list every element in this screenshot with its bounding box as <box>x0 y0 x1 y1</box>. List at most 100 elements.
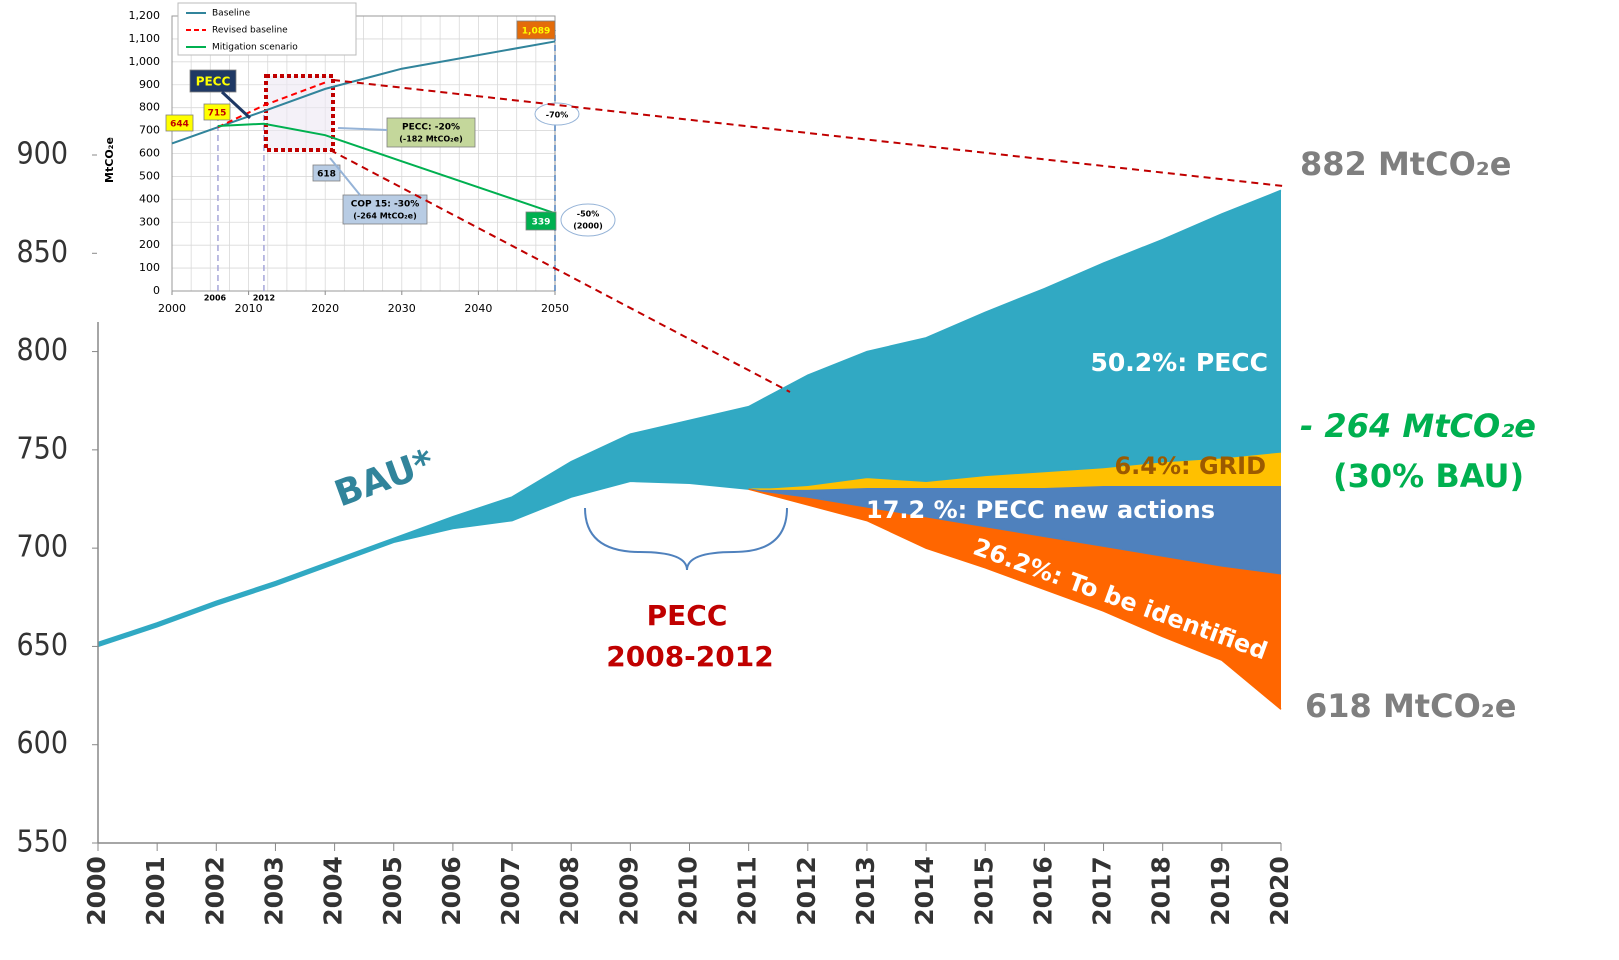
series-line <box>748 484 1281 490</box>
annotation-box <box>189 69 237 93</box>
annotation-ellipse <box>534 102 580 126</box>
series-line <box>97 451 1282 648</box>
zoom-line <box>332 79 1284 187</box>
y-tick-label: 800 <box>139 101 160 114</box>
y-tick-label: 500 <box>139 169 160 182</box>
annotation-ellipse <box>560 203 616 237</box>
decorations <box>584 507 788 571</box>
annotation: PECC <box>196 75 231 89</box>
annotation-box <box>203 103 231 121</box>
annotation: (-264 MtCO₂e) <box>353 212 417 221</box>
x-tick-label: 2017 <box>1088 856 1117 926</box>
y-tick-label: 400 <box>139 192 160 205</box>
series-line <box>748 488 1282 575</box>
x-tick-label: 2009 <box>614 856 643 926</box>
inset-chart: 0 100 200 300 400 500 600 700 800 900 1,000 1,100 1,… <box>97 0 616 322</box>
annotation-box <box>342 194 428 225</box>
band <box>748 451 1281 490</box>
zoom-line <box>329 149 791 393</box>
y-axis-label: MtCO₂e <box>103 137 116 183</box>
band-label: 17.2 %: PECC new actions <box>866 496 1215 524</box>
y-tick-label: 1,100 <box>129 32 161 45</box>
y-tick-label: 750 <box>16 431 68 466</box>
x-tick-label: 2012 <box>792 856 821 926</box>
x-tick-label: 2040 <box>464 302 492 315</box>
x-tick-label: 2001 <box>141 856 170 926</box>
band <box>748 489 1281 710</box>
band <box>98 190 1281 647</box>
annotation: 1,089 <box>522 27 550 37</box>
annotation: 2012 <box>253 294 275 303</box>
band-label: 6.4%: GRID <box>1114 452 1266 480</box>
x-tick-label: 2003 <box>259 856 288 926</box>
x-tick-label: 2020 <box>1265 856 1294 926</box>
y-tick-label: 600 <box>139 147 160 160</box>
annotation: 618 <box>317 170 336 180</box>
annotation: 882 MtCO₂e <box>1300 145 1511 183</box>
annotation-box <box>312 164 341 182</box>
series-line <box>748 488 1282 710</box>
annotation: (-182 MtCO₂e) <box>399 135 463 144</box>
y-tick-label: 200 <box>139 238 160 251</box>
x-tick-label: 2014 <box>910 856 939 926</box>
x-tick-label: 2000 <box>82 856 111 926</box>
x-tick-label: 2010 <box>674 856 703 926</box>
x-tick-label: 2004 <box>319 856 348 926</box>
legend-label: Baseline <box>212 9 251 19</box>
annotation: 618 MtCO₂e <box>1305 687 1516 725</box>
annotation-box <box>165 114 194 132</box>
x-tick-label: 2010 <box>235 302 263 315</box>
pointer <box>337 127 388 131</box>
x-tick-label: 2000 <box>158 302 186 315</box>
y-tick-label: 700 <box>16 530 68 565</box>
y-tick-label: 700 <box>139 124 160 137</box>
x-tick-label: 2007 <box>496 856 525 926</box>
pointer <box>329 157 361 196</box>
x-tick-label: 2015 <box>969 856 998 926</box>
x-tick-label: 2016 <box>1028 856 1057 926</box>
band-label: 50.2%: PECC <box>1090 348 1268 377</box>
y-tick-label: 0 <box>153 284 160 297</box>
series-line <box>217 122 556 215</box>
y-tick-label: 600 <box>16 726 68 761</box>
x-tick-label: 2020 <box>311 302 339 315</box>
annotation: 339 <box>532 218 551 228</box>
series-line <box>171 40 556 145</box>
annotation: -70% <box>546 111 568 120</box>
y-tick-label: 900 <box>16 137 68 172</box>
x-tick-label: 2018 <box>1147 856 1176 926</box>
y-tick-label: 1,200 <box>129 9 161 22</box>
annotation: -50% <box>577 210 599 219</box>
x-tick-label: 2019 <box>1206 856 1235 926</box>
annotation: (30% BAU) <box>1333 457 1524 495</box>
series-label: BAU* <box>329 442 439 516</box>
annotation: - 264 MtCO₂e <box>1300 407 1536 445</box>
x-tick-label: 2013 <box>851 856 880 926</box>
x-tick-label: 2030 <box>388 302 416 315</box>
y-tick-label: 1,000 <box>129 55 161 68</box>
y-tick-label: 550 <box>16 825 68 860</box>
annotation: 644 <box>170 120 189 130</box>
y-tick-label: 850 <box>16 235 68 270</box>
y-tick-label: 300 <box>139 215 160 228</box>
annotation: (2000) <box>573 222 603 231</box>
legend <box>177 2 357 56</box>
x-tick-label: 2005 <box>378 856 407 926</box>
y-tick-label: 100 <box>139 261 160 274</box>
annotation: 715 <box>208 109 227 119</box>
annotation: 2006 <box>204 294 227 303</box>
annotation-box <box>386 117 476 148</box>
band <box>748 485 1281 574</box>
annotation-box <box>516 20 556 40</box>
series-line <box>97 189 1282 644</box>
annotation: PECC: -20% <box>402 123 460 133</box>
y-tick-label: 650 <box>16 628 68 663</box>
brace <box>584 507 788 571</box>
legend-label: Mitigation scenario <box>212 43 298 53</box>
annotation: PECC <box>647 599 728 632</box>
series-line <box>217 81 326 129</box>
annotation: 2008-2012 <box>606 640 773 673</box>
zoom-lines <box>329 79 1284 393</box>
x-tick-label: 2008 <box>555 856 584 926</box>
